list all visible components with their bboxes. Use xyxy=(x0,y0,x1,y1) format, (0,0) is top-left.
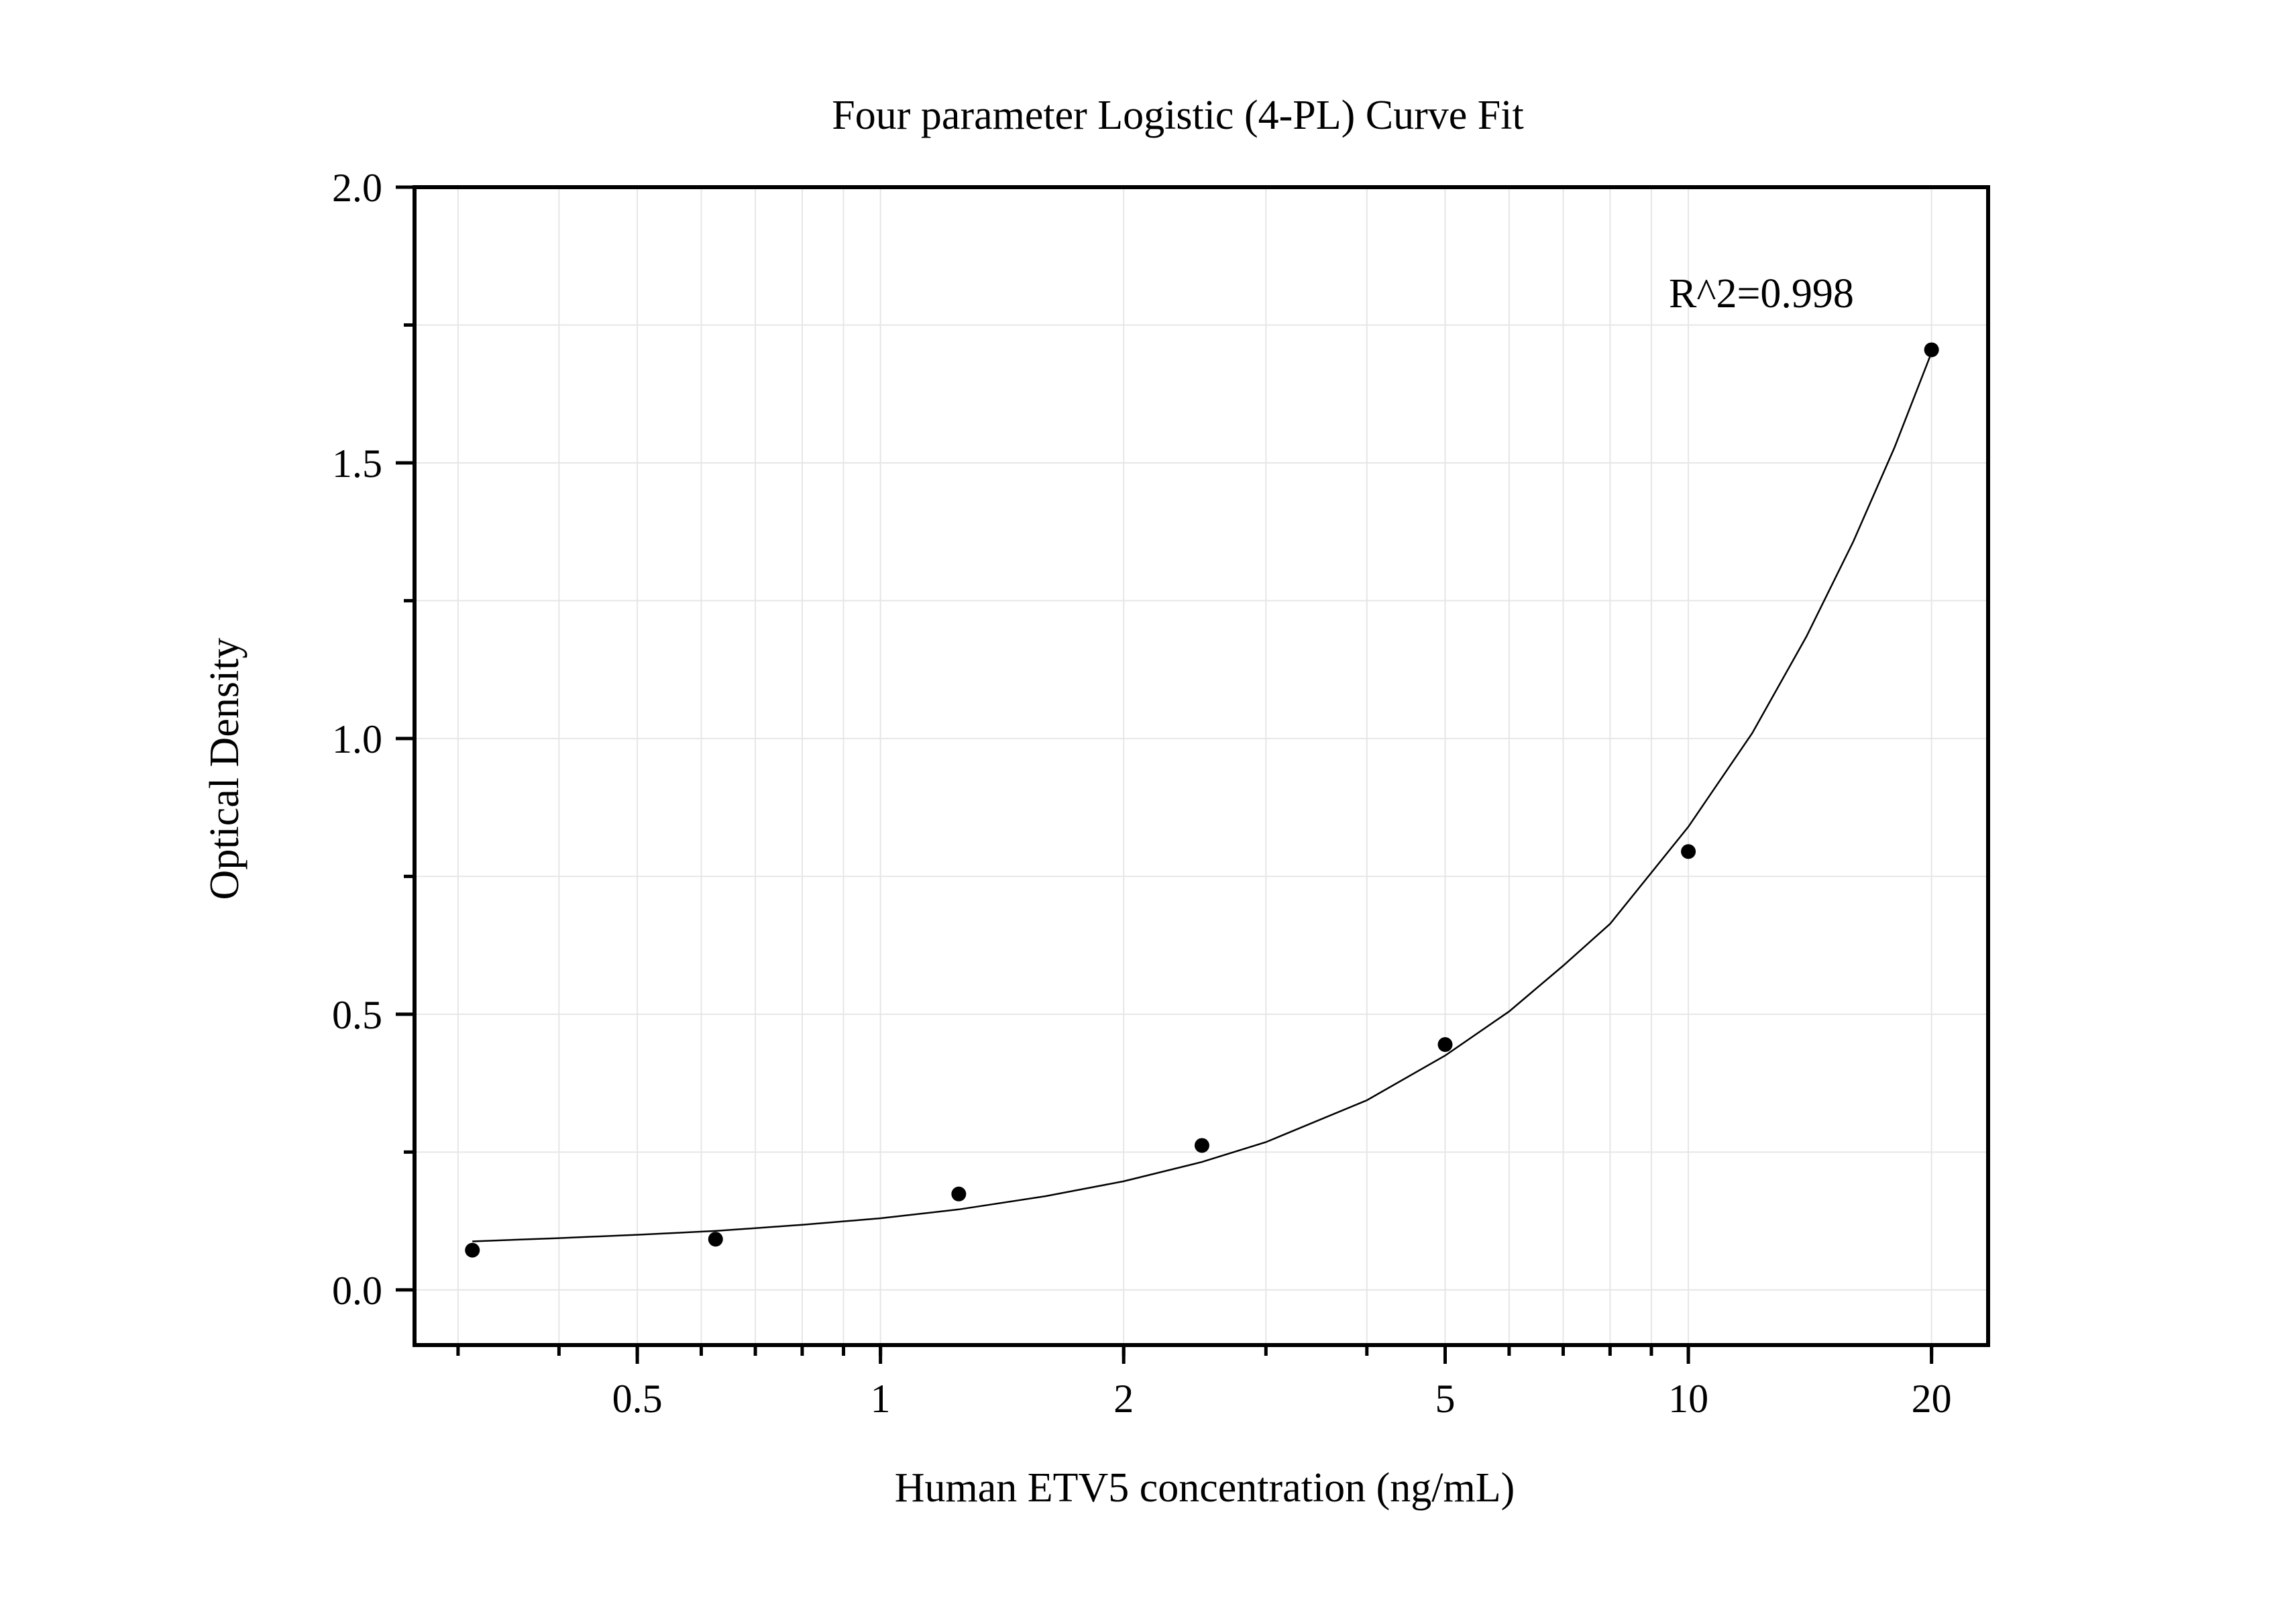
x-tick-label: 2 xyxy=(1113,1377,1134,1421)
y-tick-label: 2.0 xyxy=(332,166,382,210)
x-tick-label: 5 xyxy=(1435,1377,1456,1421)
chart-title: Four parameter Logistic (4-PL) Curve Fit xyxy=(832,93,1523,138)
r-squared-annotation: R^2=0.998 xyxy=(1669,271,1854,317)
y-axis-title: Optical Density xyxy=(202,638,248,900)
data-point xyxy=(1194,1138,1209,1153)
x-tick-label: 0.5 xyxy=(612,1377,663,1421)
data-point xyxy=(1681,844,1696,859)
y-tick-label: 1.5 xyxy=(332,441,382,486)
data-point xyxy=(1924,342,1939,358)
x-tick-label: 20 xyxy=(1912,1377,1952,1421)
x-tick-label: 1 xyxy=(871,1377,891,1421)
data-point xyxy=(1437,1037,1453,1053)
fit-curve xyxy=(472,352,1932,1242)
data-point xyxy=(951,1186,967,1201)
data-point xyxy=(708,1232,723,1247)
data-point xyxy=(465,1242,480,1258)
x-axis-title: Human ETV5 concentration (ng/mL) xyxy=(895,1465,1515,1511)
data-points xyxy=(465,342,1939,1258)
x-tick-label: 10 xyxy=(1668,1377,1708,1421)
y-tick-label: 0.0 xyxy=(332,1269,382,1313)
y-axis-ticks: 0.0 0.5 1.0 1.5 2.0 xyxy=(332,166,415,1313)
y-tick-label: 0.5 xyxy=(332,993,382,1037)
x-axis-ticks: 0.5 1 2 5 10 20 xyxy=(456,1345,1952,1421)
y-tick-label: 1.0 xyxy=(332,717,382,761)
plot-frame xyxy=(413,185,1990,1347)
grid xyxy=(415,186,1988,1345)
